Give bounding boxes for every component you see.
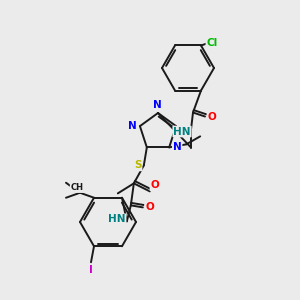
Text: I: I xyxy=(89,265,93,275)
Text: N: N xyxy=(173,142,182,152)
Text: O: O xyxy=(151,180,159,190)
Text: CH: CH xyxy=(70,183,83,192)
Text: HN: HN xyxy=(173,127,191,136)
Text: O: O xyxy=(208,112,216,122)
Text: Cl: Cl xyxy=(206,38,218,49)
Text: S: S xyxy=(134,160,142,170)
Text: N: N xyxy=(153,100,161,110)
Text: N: N xyxy=(128,121,136,131)
Text: O: O xyxy=(146,202,154,212)
Text: HN: HN xyxy=(108,214,126,224)
